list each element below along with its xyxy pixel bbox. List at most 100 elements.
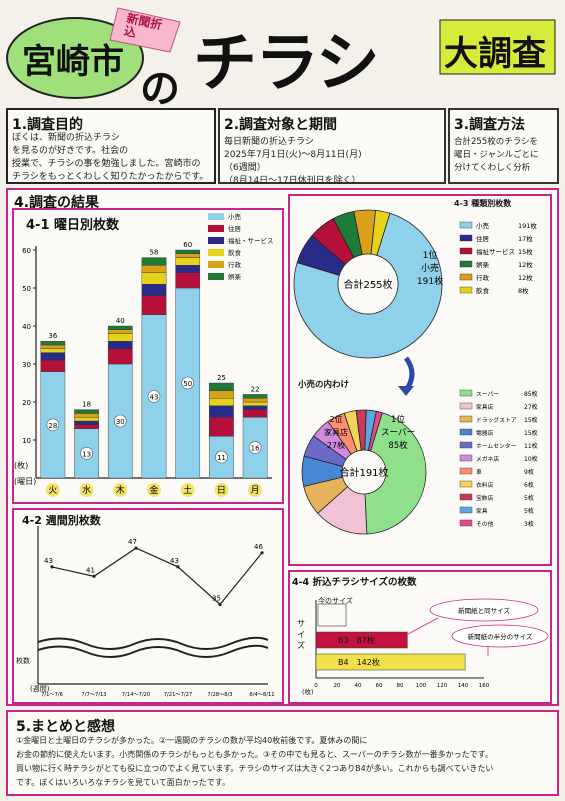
- bar-segment: [175, 249, 201, 254]
- summary-title: 5.まとめと感想: [16, 719, 116, 735]
- city-cloud: [6, 17, 144, 99]
- bar-value-badge: [113, 414, 127, 428]
- size-bar-label: B3 87枚: [338, 635, 375, 645]
- legend-item: 行政: [208, 258, 278, 270]
- target-line: 2025年7月1日(火)〜8月11日(月): [224, 150, 362, 160]
- data-label: 35: [212, 595, 221, 603]
- legend-label: 行政: [228, 261, 241, 269]
- bar-total-label: 25: [217, 374, 226, 382]
- size-bar-label: B4 142枚: [338, 657, 380, 667]
- bar-segment: [40, 352, 66, 361]
- retail-legend-swatch: [459, 506, 473, 514]
- x-tick-label: 木: [116, 484, 125, 496]
- retail-legend-value: 10枚: [524, 455, 538, 463]
- retail-legend-label: 電器店: [476, 429, 494, 437]
- x-tick-label: 120: [437, 683, 448, 689]
- summary-line: お金の節約に使えたいます。小売関係のチラシがもっとも多かった。③その中でも見ると…: [16, 750, 493, 759]
- bar-segment: [74, 413, 99, 418]
- bar-value-label: 11: [217, 454, 226, 462]
- bar-segment: [242, 409, 268, 418]
- size-chart-title: 4-4 折込チラシサイズの枚数: [292, 577, 417, 588]
- data-label: 47: [128, 538, 137, 546]
- bar-segment: [141, 265, 167, 274]
- type-legend-label: 小売: [476, 221, 490, 230]
- type-top-label: 191枚: [417, 275, 443, 287]
- type-legend-value: 15枚: [518, 247, 533, 256]
- type-legend-label: 飲食: [476, 286, 490, 295]
- x-tick-label: 7/1〜7/6: [41, 692, 63, 698]
- legend-item: 小売: [208, 210, 278, 222]
- axis-break: [37, 636, 269, 650]
- x-tick-label: 金: [149, 484, 158, 496]
- flow-arrow: [403, 356, 415, 392]
- x-tick-label: 80: [397, 683, 404, 689]
- x-tick-label: 日: [217, 485, 226, 496]
- weekday-legend: 小売 住居 福祉・サービス 飲食 行政 娯楽: [208, 210, 278, 282]
- retail-legend-value: 6枚: [524, 481, 534, 489]
- type-pie-center-label: 合計255枚: [343, 278, 392, 291]
- type-legend-swatch: [459, 234, 473, 242]
- type-legend-label: 住居: [476, 234, 490, 243]
- legend-swatch: [208, 260, 224, 268]
- x-tick-label: 7/28〜8/3: [207, 692, 232, 698]
- type-pie-slice: [370, 209, 391, 256]
- weekday-badge: [79, 483, 94, 497]
- legend-swatch: [208, 212, 224, 220]
- purpose-line: チラシをもっとくわしく知りたかったからです。: [12, 172, 209, 182]
- method-line: 曜日・ジャンルごとに: [454, 150, 539, 160]
- retail-legend-swatch: [459, 454, 473, 462]
- x-tick-label: 火: [48, 485, 57, 496]
- bar-value-badge: [147, 390, 161, 403]
- summary-text: ①金曜日と土曜日のチラシが多かった。②一週間のチラシの数が平均40枚前後です。夏…: [16, 734, 556, 790]
- bar-segment: [141, 257, 167, 266]
- type-legend-swatch: [459, 247, 473, 255]
- type-pie-slice: [293, 212, 443, 359]
- purpose-line: ぼくは、新聞の折込チラシ: [12, 133, 120, 143]
- legend-label: 飲食: [228, 249, 241, 257]
- bar-segment: [242, 405, 268, 410]
- type-legend-value: 8枚: [518, 286, 529, 295]
- retail-legend-value: 3枚: [524, 520, 534, 528]
- bar-segment: [74, 409, 99, 414]
- retail-legend-label: 家具店: [476, 403, 494, 411]
- summary-panel: 5.まとめと感想 ①金曜日と土曜日のチラシが多かった。②一週間のチラシの数が平均…: [6, 710, 559, 796]
- retail-legend-swatch: [459, 441, 473, 449]
- section-target: 2.調査対象と期間 毎日新聞の折込チラシ 2025年7月1日(火)〜8月11日(…: [218, 108, 446, 186]
- no-char: の: [140, 66, 180, 112]
- retail-legend-value: 85枚: [524, 390, 538, 398]
- legend-swatch: [208, 224, 224, 232]
- x-tick-label: 月: [251, 485, 260, 496]
- retail-legend-swatch: [459, 389, 473, 397]
- weekday-chart: 10 20 30 40 50 60 28 36 火 13 18 水 30 40 木 43 58 金 50 60 土 11 2…: [22, 241, 272, 497]
- x-tick-label: 7/21〜7/27: [164, 692, 193, 698]
- weekly-chart-title: 4-2 週間別枚数: [22, 514, 101, 527]
- bar-value-label: 50: [183, 380, 192, 388]
- x-tick-label: 160: [479, 683, 490, 689]
- x-tick-label: 土: [183, 484, 192, 496]
- retail-chart-title: 小売の内わけ: [298, 380, 350, 390]
- bar-segment: [209, 397, 234, 406]
- note-cloud: [429, 598, 539, 622]
- retail-legend-value: 15枚: [524, 429, 538, 437]
- legend-swatch: [208, 248, 224, 256]
- type-legend-value: 12枚: [518, 260, 533, 269]
- bar-value-label: 16: [251, 445, 260, 453]
- data-label: 41: [86, 566, 95, 574]
- bar-segment: [175, 265, 201, 274]
- weekly-chart-panel: [12, 508, 284, 704]
- retail-legend-swatch: [459, 519, 473, 527]
- retail-legend-label: 車: [476, 468, 482, 476]
- retail-legend-swatch: [459, 415, 473, 423]
- weekday-badge: [180, 483, 195, 497]
- note-cloud: [451, 624, 549, 648]
- header-art: [6, 7, 556, 99]
- bar-segment: [141, 283, 167, 296]
- bar-segment: [74, 424, 99, 429]
- retail-legend-value: 5枚: [524, 507, 534, 515]
- y-tick-label: 30: [22, 361, 31, 369]
- purpose-line: を見るのが好きです。社会の: [12, 146, 129, 156]
- daichousa-title: 大調査: [444, 34, 546, 74]
- method-text: 合計255枚のチラシを 曜日・ジャンルごとに 分けてくわしく分析: [454, 136, 558, 175]
- data-point: [176, 565, 180, 569]
- target-line: 毎日新聞の折込チラシ: [224, 137, 314, 147]
